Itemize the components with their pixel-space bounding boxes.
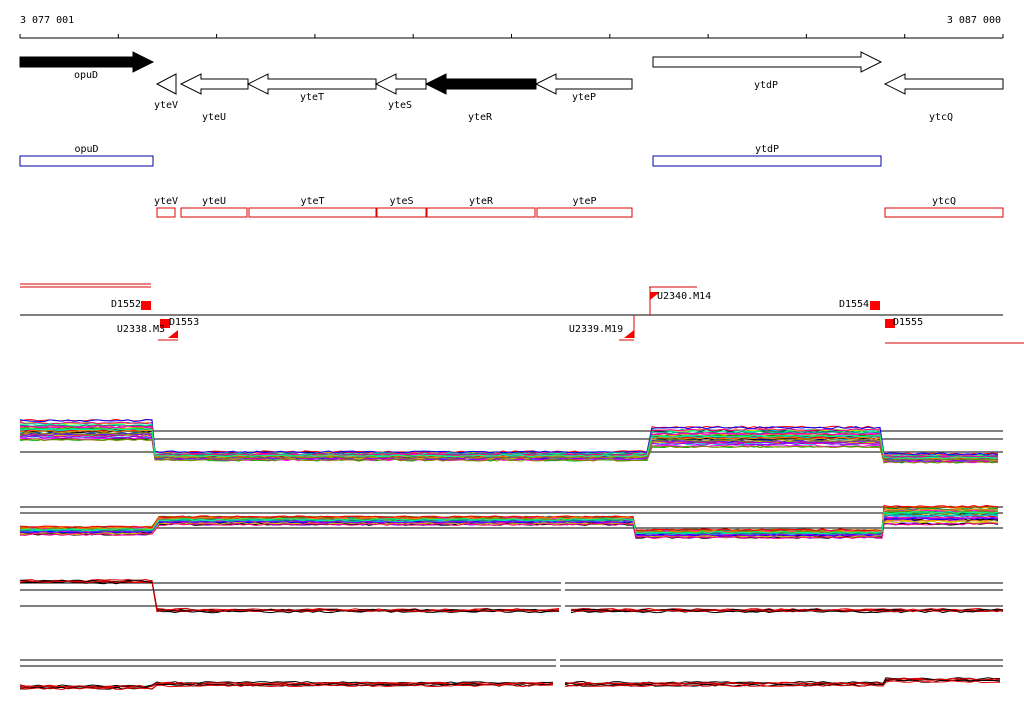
red-feature-label: yteU <box>202 196 226 207</box>
gene-label: opuD <box>74 70 98 81</box>
red-feature <box>426 207 536 218</box>
gene-arrow <box>534 73 633 95</box>
red-feature-label: yteP <box>572 196 596 207</box>
marker-flag <box>168 330 178 338</box>
gene-arrow <box>652 51 883 73</box>
gene-label: ytcQ <box>929 112 953 123</box>
profile-line <box>19 431 999 461</box>
marker-flag <box>624 330 634 338</box>
red-feature <box>884 207 1004 218</box>
profile-line <box>19 419 999 456</box>
marker-box <box>141 301 151 310</box>
gene-arrow <box>179 73 249 95</box>
profile-line <box>19 520 999 539</box>
track-gap <box>561 575 565 620</box>
gene-label: ytdP <box>754 80 778 91</box>
red-feature <box>376 207 427 218</box>
marker-box <box>870 301 880 310</box>
profile-line <box>19 427 999 460</box>
profile-line <box>19 580 1004 613</box>
red-feature <box>180 207 248 218</box>
marker-box <box>885 319 895 328</box>
gene-arrow <box>19 51 155 73</box>
marker-label: U2338.M3 <box>117 324 165 335</box>
gene-arrow <box>883 73 1004 95</box>
marker-flag <box>650 292 660 300</box>
blue-feature-label: opuD <box>74 144 98 155</box>
red-feature <box>536 207 633 218</box>
profile-line <box>19 438 999 464</box>
gene-label: yteU <box>202 112 226 123</box>
marker-box <box>160 319 170 328</box>
profile-line <box>19 579 1004 612</box>
ruler-end: 3 087 000 <box>947 15 1001 26</box>
red-feature <box>156 207 176 218</box>
marker-label: D1554 <box>839 299 869 310</box>
red-feature-label: ytcQ <box>932 196 956 207</box>
marker-label: D1552 <box>111 299 141 310</box>
profile-line <box>19 680 1000 691</box>
gene-arrow <box>155 73 177 95</box>
red-feature-label: yteT <box>300 196 324 207</box>
blue-feature-label: ytdP <box>755 144 779 155</box>
ruler-start: 3 077 001 <box>20 15 74 26</box>
profile-line <box>19 510 999 534</box>
track-gap <box>556 655 560 700</box>
profile-line <box>19 522 999 539</box>
profile-line <box>19 425 999 459</box>
blue-feature <box>19 155 154 167</box>
gene-arrow <box>424 73 537 95</box>
gene-arrow <box>374 73 427 95</box>
profile-line <box>19 580 1004 613</box>
profile-line <box>19 516 999 537</box>
marker-label: U2340.M14 <box>657 291 711 302</box>
gene-label: yteS <box>388 100 412 111</box>
gene-label: yteT <box>300 92 324 103</box>
gene-label: yteP <box>572 92 596 103</box>
profile-line <box>19 504 999 532</box>
marker-label: U2339.M19 <box>569 324 623 335</box>
blue-feature <box>652 155 882 167</box>
profile-line <box>19 512 999 535</box>
marker-label: D1555 <box>893 317 923 328</box>
red-feature-label: yteV <box>154 196 178 207</box>
gene-arrow <box>246 73 377 95</box>
gene-label: yteV <box>154 100 178 111</box>
marker-label: D1553 <box>169 317 199 328</box>
red-feature <box>248 207 377 218</box>
red-feature-label: yteS <box>389 196 413 207</box>
profile-line <box>19 581 1004 614</box>
red-feature-label: yteR <box>469 196 494 207</box>
profile-line <box>19 678 1001 689</box>
gene-label: yteR <box>468 112 493 123</box>
